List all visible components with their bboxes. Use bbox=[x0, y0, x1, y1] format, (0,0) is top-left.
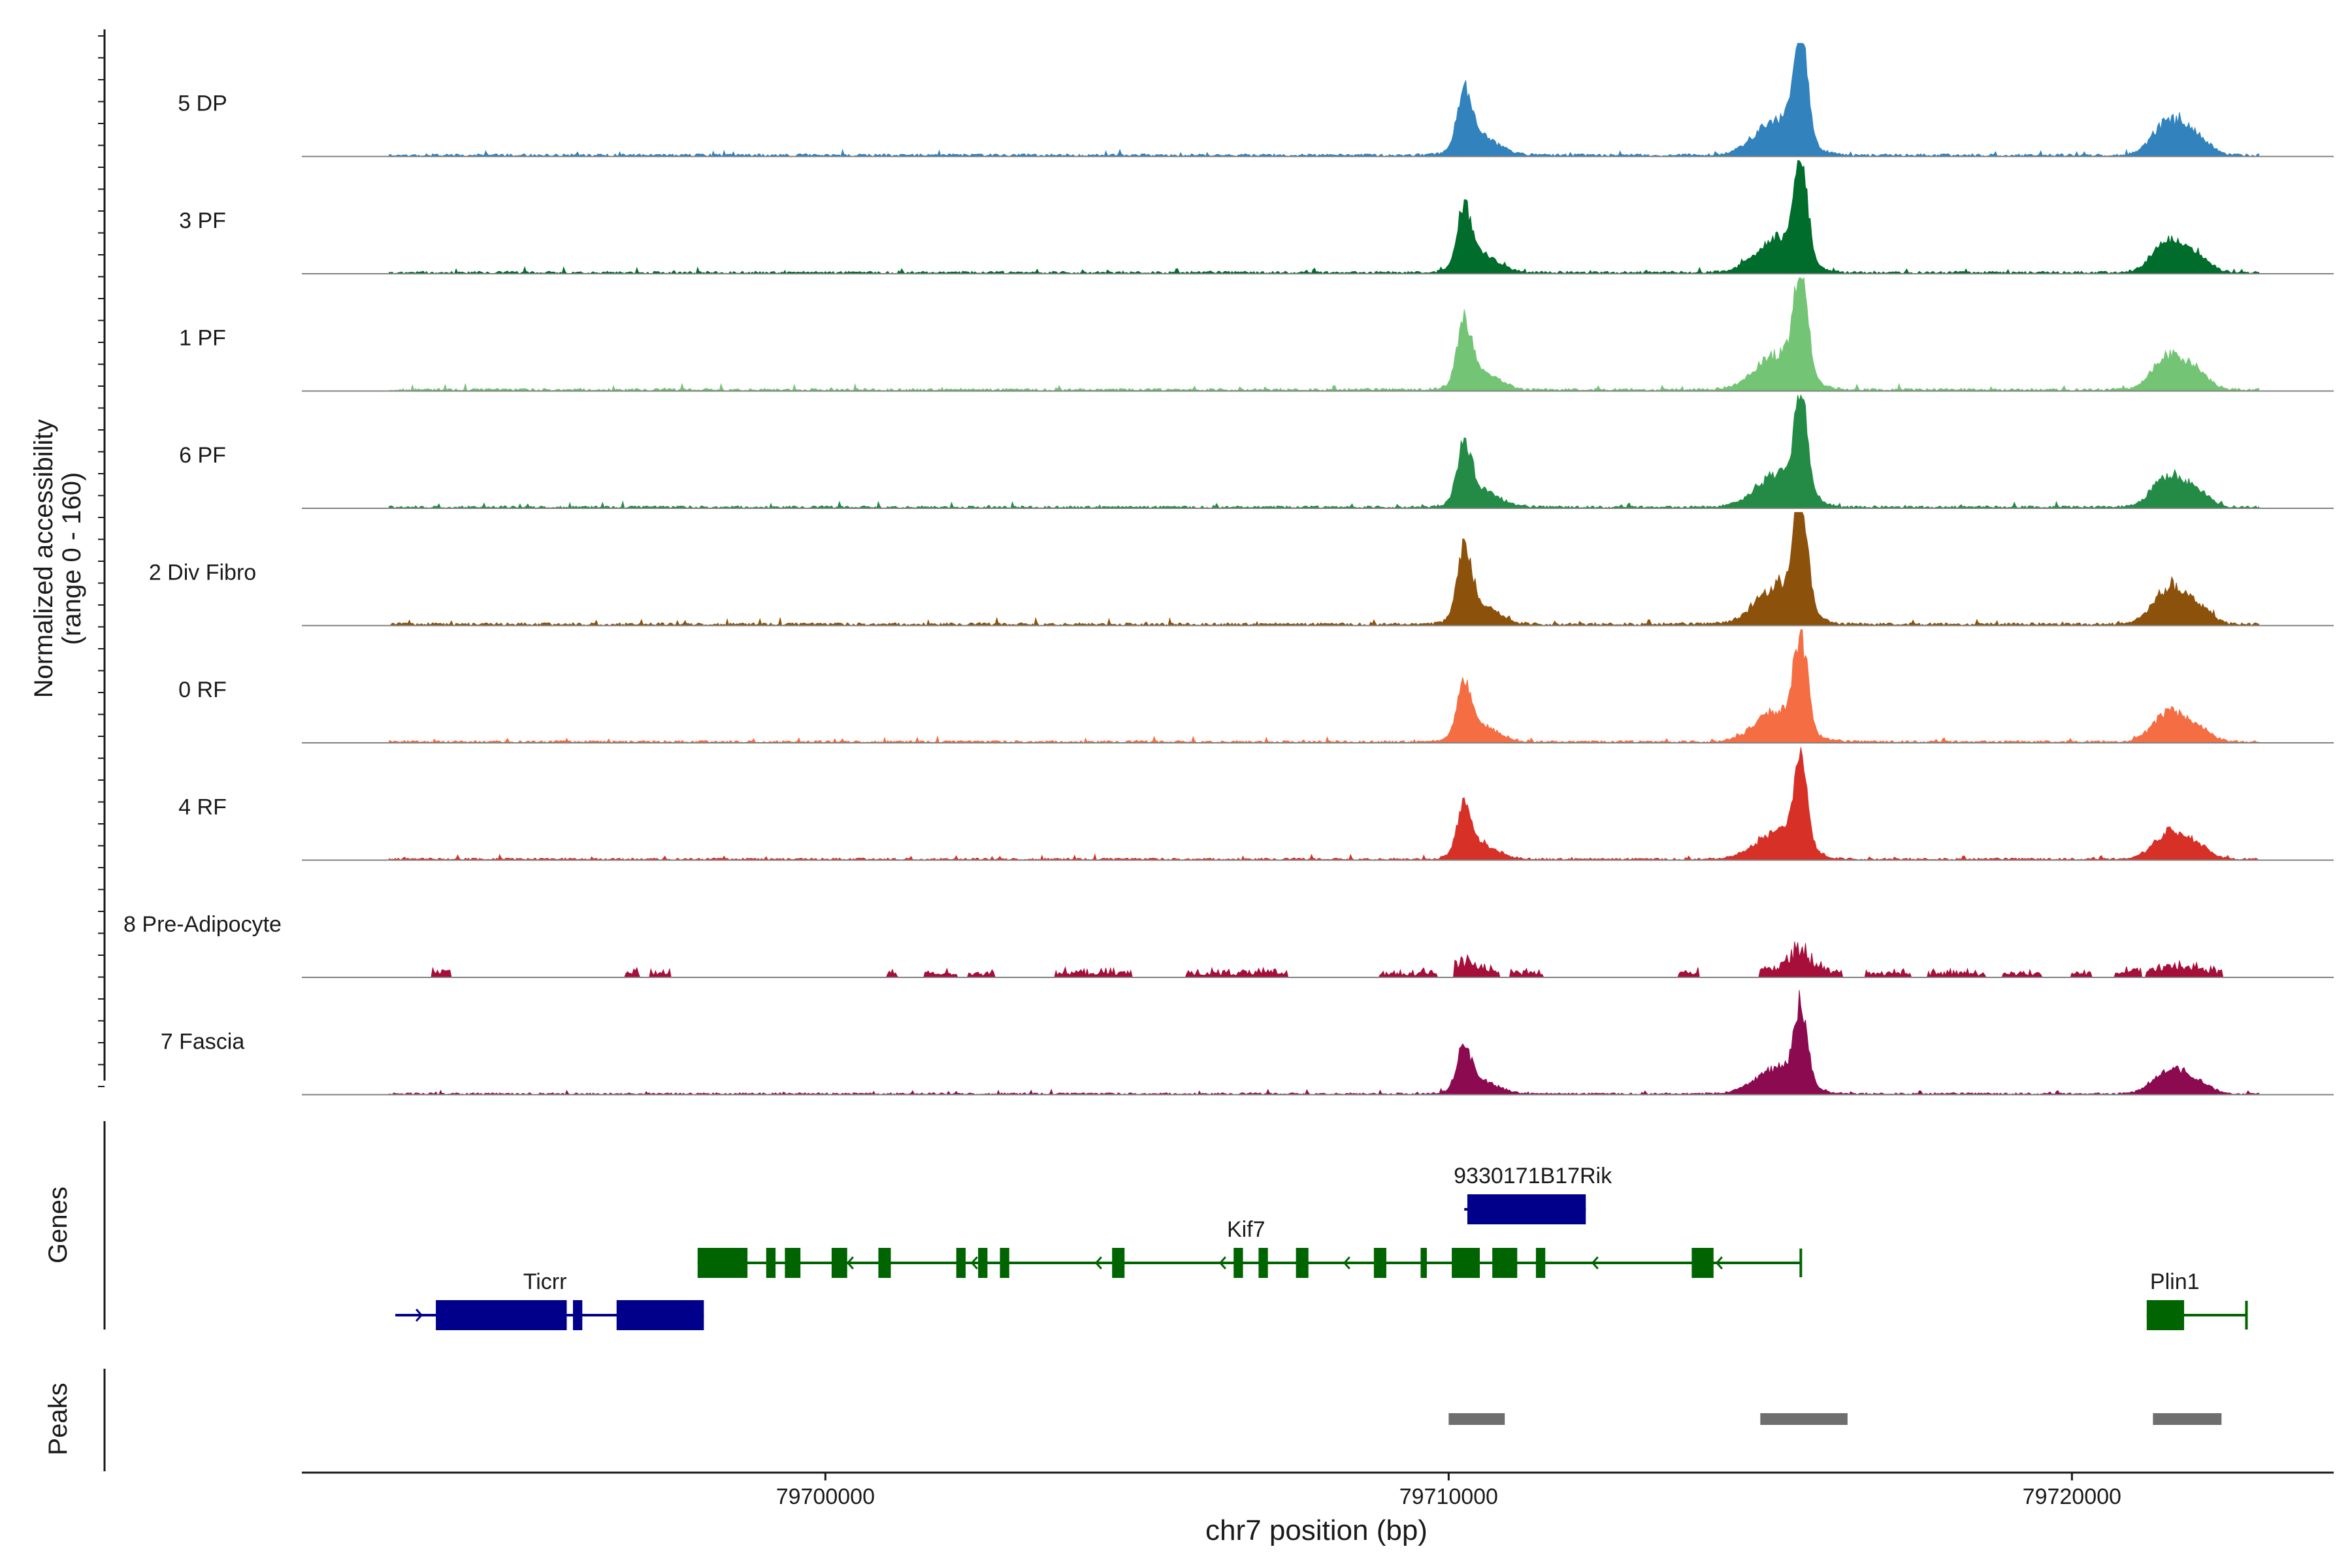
gene-exon bbox=[572, 1300, 583, 1330]
peaks-track-label: Peaks bbox=[44, 1382, 73, 1455]
genes-panel: Ticrr Kif7 9330171B17Rik Plin1 bbox=[103, 1121, 2248, 1330]
coverage-track: 1 PF bbox=[179, 277, 2334, 392]
gene-exon bbox=[785, 1248, 801, 1278]
gene-exon bbox=[1420, 1248, 1427, 1278]
x-tick-label: 79700000 bbox=[776, 1484, 875, 1509]
x-tick-label: 79720000 bbox=[2023, 1484, 2121, 1509]
gene-exon bbox=[1000, 1248, 1009, 1278]
coverage-area bbox=[389, 990, 2260, 1096]
gene-kif7: Kif7 bbox=[697, 1217, 1803, 1278]
gene-exon bbox=[831, 1248, 847, 1278]
gene-9330171b17rik: 9330171B17Rik bbox=[1454, 1164, 1612, 1224]
gene-exon bbox=[616, 1300, 704, 1330]
gene-exon bbox=[956, 1248, 966, 1278]
gene-exon bbox=[436, 1300, 567, 1330]
x-tick-label: 79710000 bbox=[1399, 1484, 1498, 1509]
strand-arrow bbox=[1218, 1256, 1226, 1269]
gene-exon bbox=[1452, 1248, 1480, 1278]
coverage-track: 5 DP bbox=[178, 42, 2334, 157]
gene-exon bbox=[1373, 1248, 1386, 1278]
coverage-track: 3 PF bbox=[179, 160, 2334, 274]
gene-label: Plin1 bbox=[2150, 1269, 2200, 1294]
coverage-area bbox=[389, 160, 2260, 274]
track-label: 2 Div Fibro bbox=[149, 561, 256, 585]
gene-exon bbox=[1112, 1248, 1125, 1278]
gene-exon bbox=[1492, 1248, 1518, 1278]
strand-arrow bbox=[846, 1256, 854, 1269]
strand-arrow bbox=[1094, 1256, 1102, 1269]
coverage-track: 4 RF bbox=[178, 747, 2334, 861]
track-label: 5 DP bbox=[178, 91, 227, 116]
gene-label: Ticrr bbox=[523, 1269, 567, 1294]
strand-arrow bbox=[415, 1309, 423, 1322]
peak-region bbox=[1760, 1413, 1848, 1425]
coverage-track: 0 RF bbox=[178, 629, 2334, 743]
gene-exon bbox=[2146, 1300, 2185, 1330]
strand-arrow bbox=[1343, 1256, 1350, 1269]
gene-exon bbox=[878, 1248, 891, 1278]
coverage-track: 2 Div Fibro bbox=[149, 512, 2334, 627]
coverage-area bbox=[389, 512, 2260, 627]
gene-exon bbox=[978, 1248, 988, 1278]
gene-exon bbox=[1296, 1248, 1309, 1278]
gene-exon bbox=[1691, 1248, 1714, 1278]
gene-label: 9330171B17Rik bbox=[1454, 1164, 1612, 1188]
peaks-panel bbox=[103, 1369, 2222, 1471]
coverage-area bbox=[389, 42, 2260, 157]
strand-arrow bbox=[1591, 1256, 1599, 1269]
peak-region bbox=[2153, 1413, 2222, 1425]
y-axis-title: Normalized accessibility bbox=[29, 419, 58, 698]
gene-exon bbox=[1467, 1194, 1586, 1224]
gene-exon bbox=[766, 1248, 776, 1278]
track-label: 6 PF bbox=[179, 443, 226, 468]
x-axis-title: chr7 position (bp) bbox=[1205, 1514, 1428, 1546]
gene-exon bbox=[1233, 1248, 1243, 1278]
peak-region bbox=[1448, 1413, 1505, 1425]
y-axis-range-label: (range 0 - 160) bbox=[57, 472, 86, 645]
track-label: 8 Pre-Adipocyte bbox=[123, 912, 282, 937]
gene-plin1: Plin1 bbox=[2146, 1269, 2248, 1330]
gene-exon bbox=[1535, 1248, 1546, 1278]
strand-arrow bbox=[970, 1256, 978, 1269]
x-axis: 79700000 79710000 79720000 bbox=[302, 1471, 2334, 1509]
track-label: 3 PF bbox=[179, 208, 226, 233]
strand-arrow bbox=[1715, 1256, 1723, 1269]
coverage-track: 7 Fascia bbox=[161, 990, 2334, 1096]
gene-exon bbox=[1258, 1248, 1268, 1278]
gene-ticrr: Ticrr bbox=[395, 1269, 704, 1330]
coverage-track: 8 Pre-Adipocyte bbox=[123, 912, 2334, 978]
track-label: 7 Fascia bbox=[161, 1030, 245, 1054]
track-label: 1 PF bbox=[179, 326, 226, 351]
coverage-track: 6 PF bbox=[179, 394, 2334, 509]
gene-label: Kif7 bbox=[1227, 1217, 1266, 1242]
genes-track-label: Genes bbox=[44, 1186, 73, 1264]
gene-exon bbox=[697, 1248, 748, 1278]
track-label: 4 RF bbox=[178, 795, 227, 820]
track-label: 0 RF bbox=[178, 678, 227, 702]
coverage-panel: 5 DP 3 PF 1 PF 6 PF 2 Div Fibro 0 RF 4 RF 8 Pre… bbox=[98, 29, 2334, 1096]
coverage-area bbox=[389, 394, 2260, 509]
